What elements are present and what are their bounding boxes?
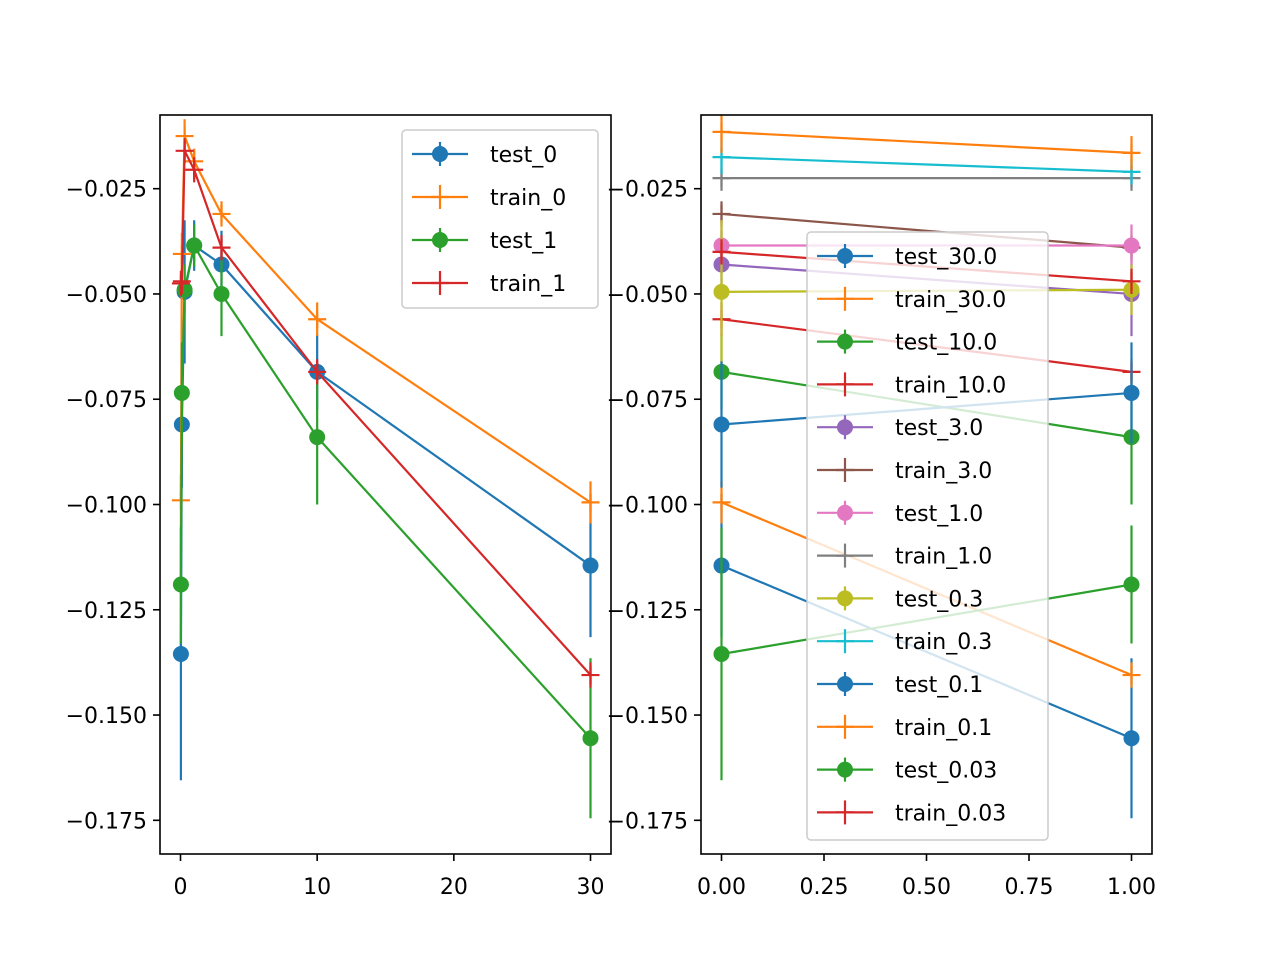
data-point xyxy=(1123,237,1140,254)
data-point xyxy=(213,285,230,302)
plot-area xyxy=(171,119,600,819)
y-tick-label: −0.175 xyxy=(607,809,688,834)
legend-label: train_0.3 xyxy=(895,630,992,655)
data-point xyxy=(713,645,730,662)
legend-item-train_0.3: train_0.3 xyxy=(817,629,992,655)
chart-panel-2: 0.00 0.25 0.50 0.75 1.00 −0.025 −0.050 −0.075 −0… xyxy=(607,114,1156,900)
legend-item-test_10.0: test_10.0 xyxy=(817,329,997,356)
legend-item-train_3.0: train_3.0 xyxy=(817,458,992,484)
legend-label: train_30.0 xyxy=(895,288,1006,313)
legend-label: test_0.03 xyxy=(895,759,997,784)
y-tick-label: −0.075 xyxy=(66,388,147,413)
x-tick-label: 30 xyxy=(577,875,605,900)
legend-item-test_3.0: test_3.0 xyxy=(817,415,983,441)
series-line xyxy=(721,212,1132,249)
y-tick-label: −0.050 xyxy=(66,283,147,308)
data-point xyxy=(582,730,599,747)
chart-panel-1: 0 10 20 30 −0.025 −0.050 −0.075 −0.100 −0.125 −0.… xyxy=(66,114,612,900)
legend-item-train_30.0: train_30.0 xyxy=(817,286,1006,313)
legend-label: test_1.0 xyxy=(895,502,983,527)
legend-label: train_1.0 xyxy=(895,545,992,570)
legend-box xyxy=(401,129,599,309)
axes-frame xyxy=(159,114,612,855)
legend-item-train_10.0: train_10.0 xyxy=(817,372,1006,398)
y-tick-label: −0.150 xyxy=(66,704,147,729)
x-tick-label: 0.50 xyxy=(902,875,951,900)
legend-label: train_0.03 xyxy=(895,801,1006,826)
legend-marker xyxy=(837,248,853,264)
series-test_1 xyxy=(172,224,599,819)
data-point xyxy=(713,416,730,433)
legend-label: train_10.0 xyxy=(895,373,1006,398)
legend-marker xyxy=(432,232,448,248)
y-tick-label: −0.100 xyxy=(607,494,688,519)
legend-marker xyxy=(837,419,853,436)
legend-item-test_0.3: test_0.3 xyxy=(817,586,983,612)
legend-item-train_0.1: train_0.1 xyxy=(817,714,992,741)
legend-item-test_0.03: test_0.03 xyxy=(817,757,997,784)
legend-item-test_0: test_0 xyxy=(412,142,557,168)
legend-label: test_0.1 xyxy=(895,673,983,698)
legend-item-train_1: train_1 xyxy=(412,271,566,297)
legend-marker xyxy=(837,676,853,692)
legend-label: test_1 xyxy=(490,229,557,254)
data-point xyxy=(713,283,730,300)
data-point xyxy=(172,645,189,662)
series-train_0.1 xyxy=(712,115,1141,170)
legend-label: test_3.0 xyxy=(895,416,983,441)
x-tick-label: 0.25 xyxy=(800,875,849,900)
legend-marker xyxy=(837,333,853,350)
legend-item-train_0: train_0 xyxy=(412,185,566,211)
legend-marker xyxy=(837,504,853,521)
x-tick-label: 0 xyxy=(174,875,188,900)
data-point xyxy=(309,429,326,446)
y-tick-label: −0.025 xyxy=(607,178,688,203)
y-tick-label: −0.125 xyxy=(607,599,688,624)
y-tick-label: −0.075 xyxy=(607,388,688,413)
y-tick-label: −0.025 xyxy=(66,178,147,203)
legend-box xyxy=(806,231,1049,841)
y-tick-label: −0.175 xyxy=(66,809,147,834)
x-tick-label: 0.00 xyxy=(697,875,746,900)
y-tick-label: −0.050 xyxy=(607,283,688,308)
data-point xyxy=(1123,384,1140,401)
legend-label: train_1 xyxy=(490,272,566,297)
series-line xyxy=(721,130,1132,154)
legend-marker xyxy=(837,590,853,607)
x-tick-label: 1.00 xyxy=(1107,875,1156,900)
legend-marker xyxy=(837,761,853,778)
series-line xyxy=(179,244,592,739)
legend-label: train_3.0 xyxy=(895,459,992,484)
series-line xyxy=(721,156,1132,173)
y-tick-label: −0.100 xyxy=(66,494,147,519)
x-tick-label: 0.75 xyxy=(1005,875,1054,900)
legend-item-test_30.0: test_30.0 xyxy=(817,244,997,270)
data-point xyxy=(582,557,599,574)
y-tick-label: −0.150 xyxy=(607,704,688,729)
data-point xyxy=(1123,730,1140,747)
legend: test_30.0 train_30.0 test_10.0 train_10.0te… xyxy=(806,231,1049,841)
legend-label: test_30.0 xyxy=(895,245,997,270)
legend-label: train_0 xyxy=(490,186,566,211)
legend-label: test_0.3 xyxy=(895,587,983,612)
legend-item-train_0.03: train_0.03 xyxy=(817,800,1006,826)
legend-marker xyxy=(432,146,448,162)
legend-item-test_0.1: test_0.1 xyxy=(817,672,983,698)
legend-label: test_0 xyxy=(490,143,557,168)
legend: test_0 train_0 test_1 train_1 xyxy=(401,129,599,309)
data-point xyxy=(186,237,203,254)
series-train_1 xyxy=(171,138,600,688)
y-tick-label: −0.125 xyxy=(66,599,147,624)
data-point xyxy=(172,576,189,593)
x-tick-label: 20 xyxy=(440,875,468,900)
legend-item-test_1: test_1 xyxy=(412,228,557,254)
legend-item-test_1.0: test_1.0 xyxy=(817,500,983,527)
legend-label: train_0.1 xyxy=(895,716,992,741)
x-tick-label: 10 xyxy=(303,875,331,900)
legend-label: test_10.0 xyxy=(895,331,997,356)
legend-item-train_1.0: train_1.0 xyxy=(817,543,992,570)
data-point xyxy=(173,384,190,401)
data-point xyxy=(1123,576,1140,593)
